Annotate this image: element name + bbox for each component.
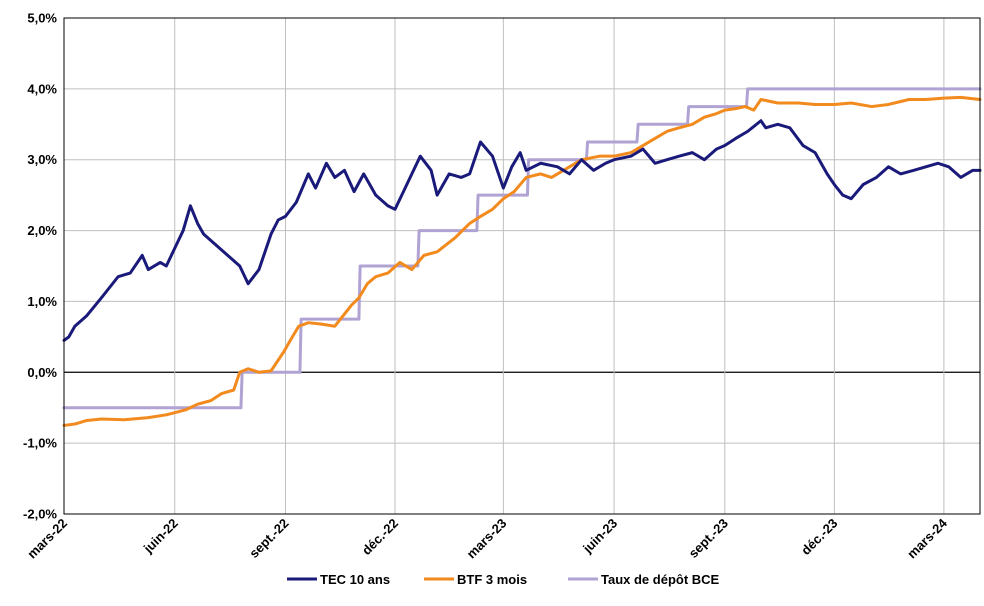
legend-label: Taux de dépôt BCE bbox=[601, 572, 720, 587]
y-tick-label: 5,0% bbox=[27, 11, 57, 26]
legend: TEC 10 ans BTF 3 mois Taux de dépôt BCE bbox=[287, 572, 720, 587]
y-axis-tick-labels: -2,0% -1,0% 0,0% 1,0% 2,0% 3,0% 4,0% 5,0% bbox=[23, 11, 57, 522]
legend-label: TEC 10 ans bbox=[320, 572, 390, 587]
series-line-tec-10-ans bbox=[62, 119, 982, 342]
plot-border bbox=[63, 17, 981, 515]
y-tick-label: 3,0% bbox=[27, 152, 57, 167]
y-tick-label: 0,0% bbox=[27, 365, 57, 380]
y-tick-label: -1,0% bbox=[23, 436, 57, 451]
series-line-taux-de-d-p-t-bce bbox=[62, 87, 982, 410]
y-tick-label: 4,0% bbox=[27, 81, 57, 96]
y-tick-label: 1,0% bbox=[27, 294, 57, 309]
series-line-btf-3-mois bbox=[62, 95, 982, 427]
series-layer bbox=[62, 87, 982, 427]
y-tick-label: 2,0% bbox=[27, 223, 57, 238]
y-tick-label: -2,0% bbox=[23, 507, 57, 522]
legend-label: BTF 3 mois bbox=[457, 572, 527, 587]
